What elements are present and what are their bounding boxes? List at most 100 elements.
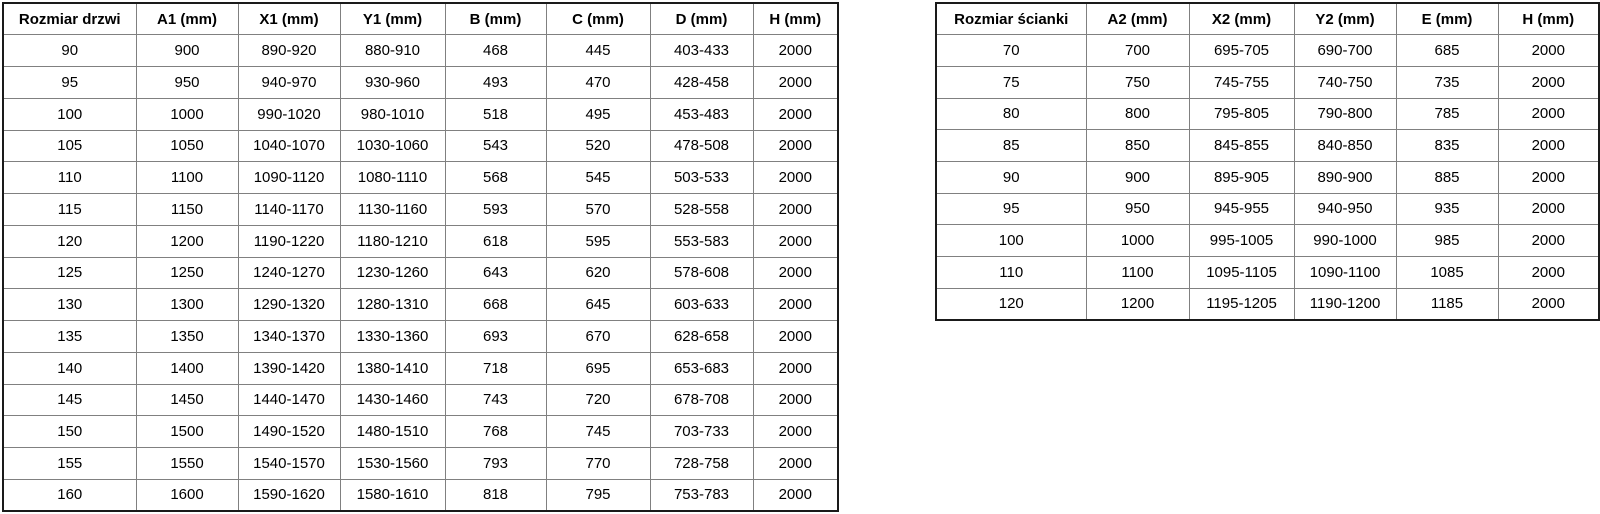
table-cell: 468 <box>444 34 547 67</box>
table-cell: 70 <box>935 34 1087 67</box>
table-cell: 1100 <box>1085 256 1190 289</box>
table-cell: 728-758 <box>649 447 754 480</box>
table-cell: 568 <box>444 161 547 194</box>
table-cell: 145 <box>2 383 137 417</box>
table-cell: 2000 <box>752 97 839 131</box>
table-cell: 503-533 <box>649 161 754 194</box>
table-row: 105 1050 1040-1070 1030-1060 543 520 478-508 20… <box>2 129 839 163</box>
table-cell: 470 <box>545 66 651 99</box>
table-cell: 2000 <box>752 161 839 194</box>
table-cell: 750 <box>1085 65 1190 99</box>
column-header: Y1 (mm) <box>339 2 446 36</box>
table-cell: 578-608 <box>649 256 754 290</box>
table-cell: 545 <box>545 161 651 194</box>
table-cell: 2000 <box>1497 287 1600 321</box>
table-cell: 693 <box>444 320 547 353</box>
table-cell: 1185 <box>1395 287 1499 321</box>
table-cell: 140 <box>2 351 137 385</box>
table-cell: 720 <box>545 383 651 417</box>
table-cell: 940-950 <box>1293 192 1397 226</box>
table-cell: 2000 <box>752 383 839 417</box>
table-cell: 985 <box>1395 224 1499 257</box>
table-cell: 1530-1560 <box>339 447 446 480</box>
table-cell: 935 <box>1395 192 1499 226</box>
column-header: X1 (mm) <box>237 2 341 36</box>
table-cell: 2000 <box>752 34 839 67</box>
table-cell: 80 <box>935 97 1087 131</box>
table-cell: 1240-1270 <box>237 256 341 290</box>
table-cell: 115 <box>2 193 137 226</box>
table-cell: 1085 <box>1395 256 1499 289</box>
table-row: 125 1250 1240-1270 1230-1260 643 620 578-608 20… <box>2 256 839 290</box>
table-cell: 428-458 <box>649 66 754 99</box>
table-cell: 2000 <box>1497 224 1600 257</box>
table-cell: 75 <box>935 65 1087 99</box>
table-cell: 595 <box>545 224 651 258</box>
table-cell: 930-960 <box>339 66 446 99</box>
table-cell: 95 <box>2 66 137 99</box>
table-cell: 2000 <box>752 256 839 290</box>
table-cell: 2000 <box>752 415 839 448</box>
table-cell: 1195-1205 <box>1188 287 1295 321</box>
table-cell: 478-508 <box>649 129 754 163</box>
column-header: B (mm) <box>444 2 547 36</box>
table-cell: 1230-1260 <box>339 256 446 290</box>
header-row: Rozmiar drzwi A1 (mm) X1 (mm) Y1 (mm) B (mm)… <box>2 2 839 36</box>
table-cell: 1300 <box>135 288 239 321</box>
table-cell: 818 <box>444 478 547 512</box>
table-cell: 403-433 <box>649 34 754 67</box>
table-cell: 1200 <box>1085 287 1190 321</box>
table-cell: 735 <box>1395 65 1499 99</box>
table-cell: 890-900 <box>1293 160 1397 194</box>
table-cell: 105 <box>2 129 137 163</box>
table-cell: 800 <box>1085 97 1190 131</box>
header-row: Rozmiar ścianki A2 (mm) X2 (mm) Y2 (mm) E (m… <box>935 2 1600 36</box>
table-cell: 645 <box>545 288 651 321</box>
table-cell: 445 <box>545 34 651 67</box>
table-cell: 793 <box>444 447 547 480</box>
table-cell: 700 <box>1085 34 1190 67</box>
table-cell: 1150 <box>135 193 239 226</box>
column-header: A2 (mm) <box>1085 2 1190 36</box>
table-cell: 2000 <box>1497 160 1600 194</box>
table-cell: 495 <box>545 97 651 131</box>
table-row: 70 700 695-705 690-700 685 2000 <box>935 34 1600 67</box>
table-cell: 1090-1120 <box>237 161 341 194</box>
table-cell: 593 <box>444 193 547 226</box>
table-cell: 603-633 <box>649 288 754 321</box>
table-cell: 990-1020 <box>237 97 341 131</box>
table-cell: 895-905 <box>1188 160 1295 194</box>
table-cell: 1290-1320 <box>237 288 341 321</box>
table-row: 75 750 745-755 740-750 735 2000 <box>935 65 1600 99</box>
table-cell: 453-483 <box>649 97 754 131</box>
table-cell: 2000 <box>752 447 839 480</box>
table-row: 90 900 890-920 880-910 468 445 403-433 2000 <box>2 34 839 67</box>
table-cell: 1280-1310 <box>339 288 446 321</box>
table-cell: 685 <box>1395 34 1499 67</box>
table-cell: 668 <box>444 288 547 321</box>
table-cell: 950 <box>135 66 239 99</box>
table-cell: 110 <box>2 161 137 194</box>
table-cell: 885 <box>1395 160 1499 194</box>
table-cell: 995-1005 <box>1188 224 1295 257</box>
table-cell: 553-583 <box>649 224 754 258</box>
table-cell: 1440-1470 <box>237 383 341 417</box>
table-cell: 1130-1160 <box>339 193 446 226</box>
table-cell: 1500 <box>135 415 239 448</box>
table-cell: 1380-1410 <box>339 351 446 385</box>
table-cell: 695-705 <box>1188 34 1295 67</box>
table-row: 120 1200 1190-1220 1180-1210 618 595 553-583 20… <box>2 224 839 258</box>
table-cell: 90 <box>935 160 1087 194</box>
table-cell: 2000 <box>752 478 839 512</box>
table-cell: 2000 <box>752 288 839 321</box>
table-cell: 1080-1110 <box>339 161 446 194</box>
table-cell: 2000 <box>1497 192 1600 226</box>
column-header: D (mm) <box>649 2 754 36</box>
table-row: 115 1150 1140-1170 1130-1160 593 570 528-558 20… <box>2 193 839 226</box>
table-cell: 1140-1170 <box>237 193 341 226</box>
table-row: 160 1600 1590-1620 1580-1610 818 795 753-783 20… <box>2 478 839 512</box>
column-header: H (mm) <box>752 2 839 36</box>
table-cell: 2000 <box>1497 97 1600 131</box>
table-row: 145 1450 1440-1470 1430-1460 743 720 678-708 20… <box>2 383 839 417</box>
table-row: 130 1300 1290-1320 1280-1310 668 645 603-633 20… <box>2 288 839 321</box>
